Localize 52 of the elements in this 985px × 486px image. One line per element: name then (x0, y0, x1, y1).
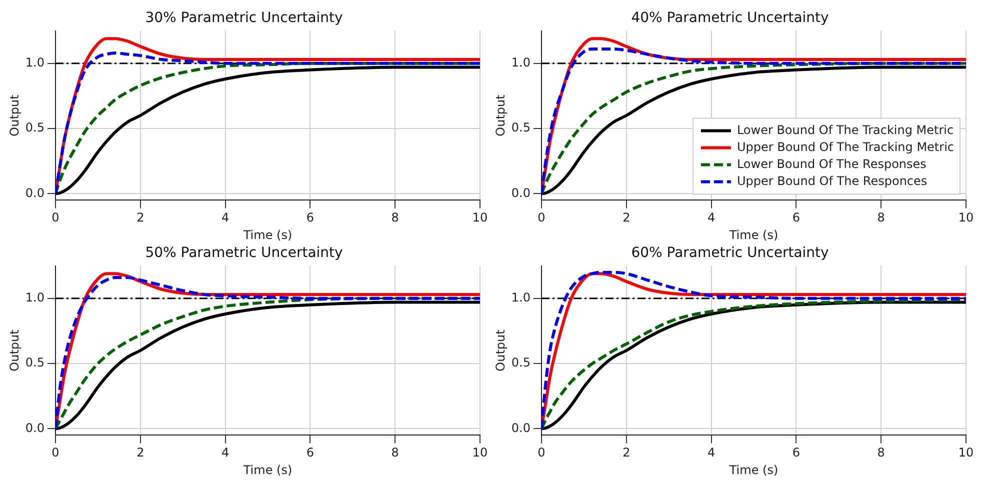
y-tick-label: 0.0 (511, 420, 530, 435)
y-tick-label: 0.5 (511, 120, 530, 135)
x-tick-label: 8 (391, 210, 399, 225)
x-tick-label: 0 (538, 446, 546, 460)
x-tick-label: 8 (877, 210, 885, 225)
y-axis-title: Output (493, 329, 508, 372)
x-tick-label: 0 (52, 446, 60, 460)
y-tick-label: 0.0 (25, 420, 44, 435)
x-tick-label: 4 (221, 446, 230, 460)
x-tick-label: 6 (792, 210, 800, 225)
x-tick-label: 6 (306, 210, 314, 225)
x-axis-title: Time (s) (728, 228, 778, 242)
x-axis-title: Time (s) (242, 228, 292, 242)
y-tick-label: 1.0 (25, 56, 44, 70)
x-tick-label: 2 (622, 210, 630, 225)
y-tick-label: 0.5 (511, 356, 530, 370)
y-tick-label: 1.0 (511, 56, 530, 70)
y-tick-label: 1.0 (511, 290, 530, 304)
y-tick-label: 0.5 (25, 120, 44, 135)
x-tick-label: 2 (136, 210, 144, 225)
x-tick-label: 10 (472, 446, 488, 460)
x-tick-label: 4 (221, 210, 230, 225)
x-axis-title: Time (s) (242, 462, 292, 477)
chart-title: 30% Parametric Uncertainty (145, 10, 343, 26)
x-tick-label: 8 (391, 446, 399, 460)
y-tick-label: 1.0 (25, 290, 44, 304)
chart-title: 60% Parametric Uncertainty (631, 245, 829, 262)
legend-label: Upper Bound Of The Responces (736, 174, 928, 188)
x-tick-label: 6 (306, 446, 314, 460)
x-tick-label: 2 (136, 446, 144, 460)
legend-label: Lower Bound Of The Responses (736, 156, 926, 171)
x-tick-label: 10 (958, 210, 974, 225)
legend-label: Lower Bound Of The Tracking Metric (736, 122, 954, 137)
x-tick-label: 0 (52, 210, 60, 225)
x-tick-label: 4 (707, 210, 716, 225)
y-axis-title: Output (7, 94, 22, 136)
chart-title: 50% Parametric Uncertainty (145, 245, 343, 262)
x-tick-label: 6 (792, 446, 800, 460)
y-tick-label: 0.0 (25, 186, 44, 200)
y-tick-label: 0.0 (511, 186, 530, 200)
y-axis-title: Output (493, 94, 508, 136)
y-tick-label: 0.5 (25, 356, 44, 370)
x-tick-label: 10 (958, 446, 974, 460)
x-tick-label: 10 (472, 210, 488, 225)
x-tick-label: 8 (877, 446, 885, 460)
x-tick-label: 4 (707, 446, 716, 460)
x-tick-label: 2 (622, 446, 630, 460)
y-axis-title: Output (7, 329, 22, 372)
x-tick-label: 0 (538, 210, 546, 225)
legend-label: Upper Bound Of The Tracking Metric (736, 140, 954, 154)
x-axis-title: Time (s) (728, 462, 778, 477)
chart-title: 40% Parametric Uncertainty (631, 10, 829, 26)
